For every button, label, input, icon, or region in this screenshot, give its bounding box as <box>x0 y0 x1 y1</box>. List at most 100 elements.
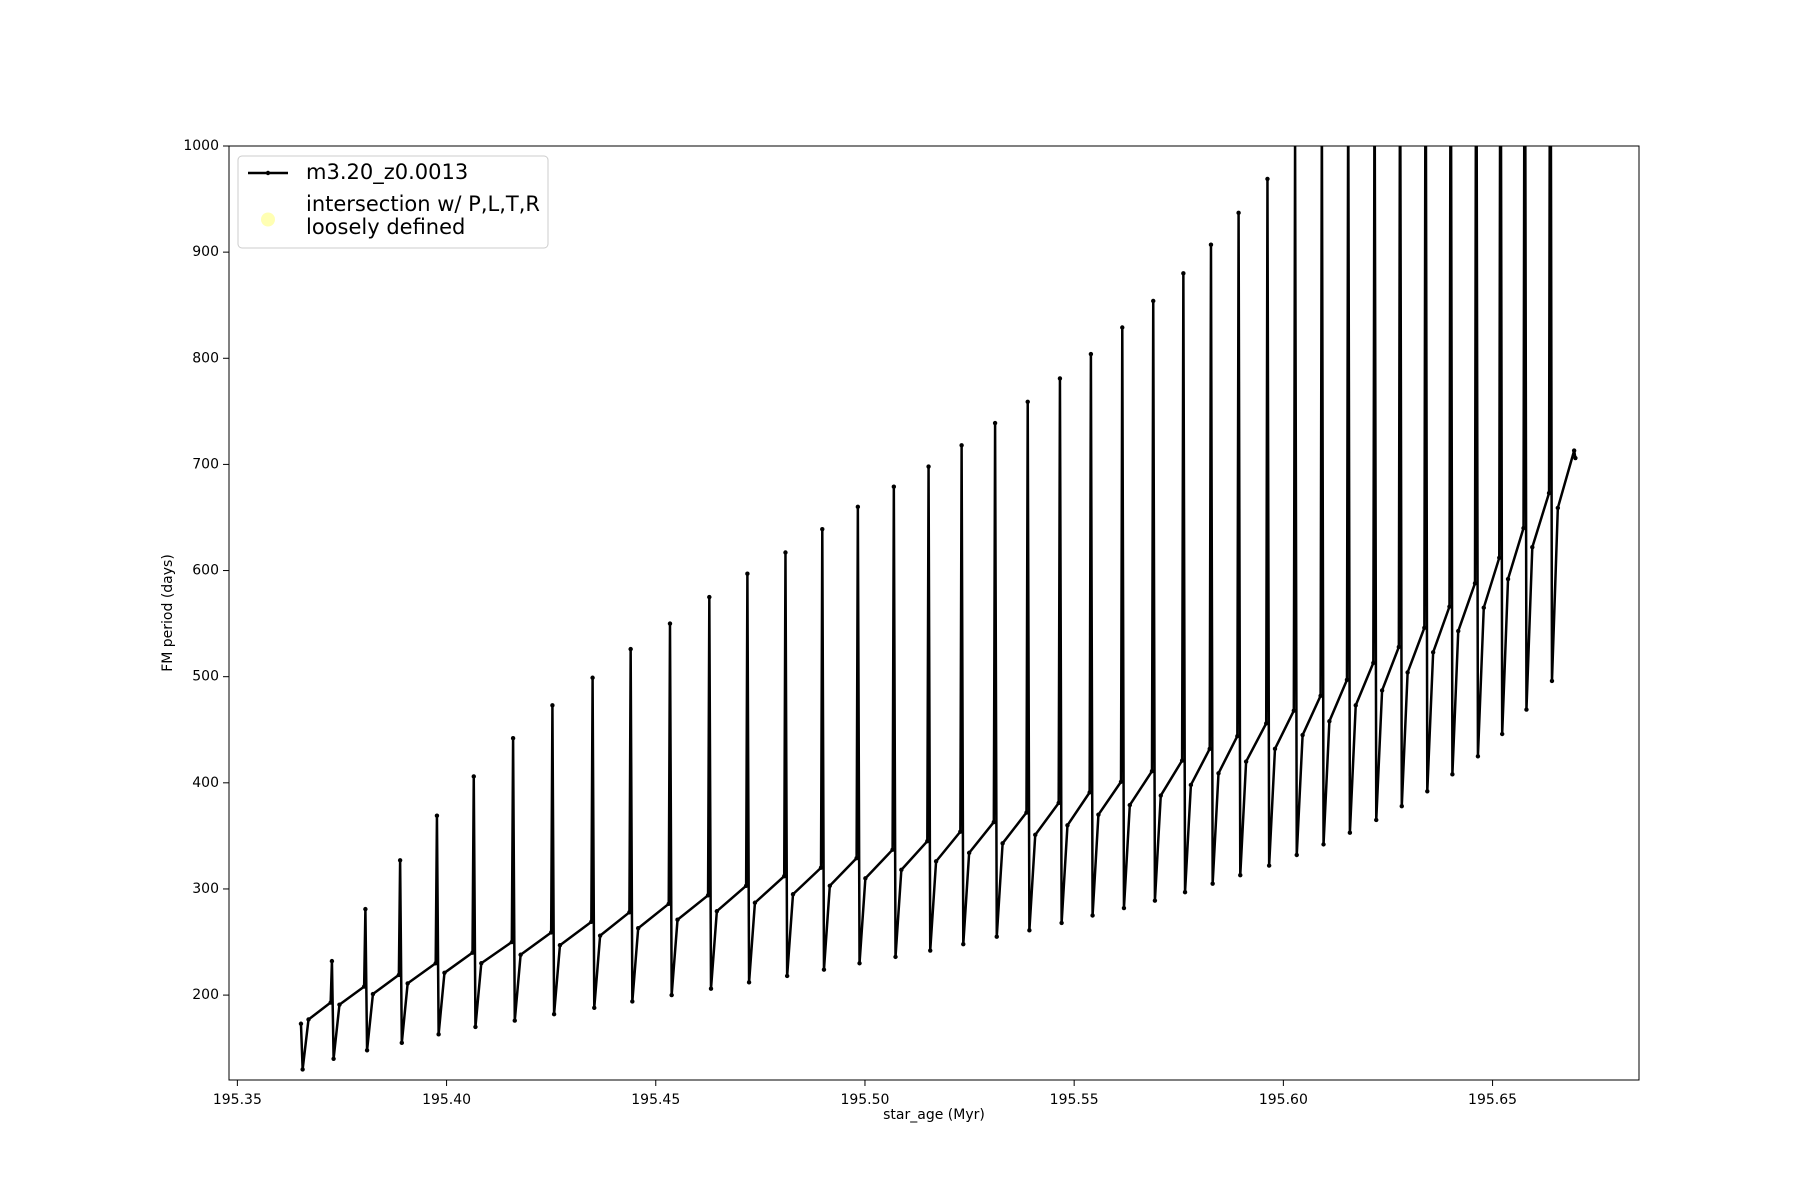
x-tick-label: 195.35 <box>213 1092 262 1108</box>
x-tick-label: 195.55 <box>1050 1092 1099 1108</box>
data-point <box>328 1000 333 1005</box>
data-point <box>510 736 516 741</box>
data-point <box>925 838 930 844</box>
data-point <box>1353 703 1358 708</box>
data-point <box>306 1017 311 1022</box>
data-point <box>752 900 758 905</box>
data-point <box>926 464 931 469</box>
x-tick-label: 195.45 <box>631 1092 680 1108</box>
data-point <box>1025 399 1030 404</box>
data-point <box>1318 693 1323 698</box>
data-point <box>434 813 440 818</box>
y-tick-label: 700 <box>192 456 219 472</box>
data-point <box>1266 863 1272 868</box>
data-point <box>361 984 367 989</box>
data-point <box>1425 789 1430 794</box>
data-point <box>1179 758 1185 763</box>
data-point <box>1033 832 1038 838</box>
data-point <box>363 906 368 912</box>
data-point <box>1499 731 1505 737</box>
data-point <box>1264 721 1269 726</box>
data-point <box>1059 920 1064 926</box>
data-point <box>818 865 824 870</box>
y-tick-label: 800 <box>192 350 219 366</box>
data-point <box>396 972 402 978</box>
data-point <box>442 970 447 976</box>
data-point <box>590 675 595 680</box>
data-point <box>784 973 790 979</box>
data-point <box>669 992 674 998</box>
legend-marker <box>265 170 271 176</box>
data-point <box>1300 732 1305 738</box>
data-point <box>1555 505 1561 511</box>
data-point <box>994 934 999 939</box>
data-point <box>479 961 484 966</box>
data-point <box>743 883 749 888</box>
data-point <box>329 958 335 964</box>
data-point <box>1152 898 1158 903</box>
data-point <box>397 858 403 863</box>
data-point <box>548 930 554 935</box>
data-point <box>628 646 633 652</box>
data-point <box>708 986 714 991</box>
data-point <box>1210 881 1215 886</box>
data-point <box>714 909 720 914</box>
data-point <box>891 484 897 489</box>
data-point <box>1024 810 1029 815</box>
legend-label: m3.20_z0.0013 <box>306 160 468 185</box>
data-point <box>1399 803 1404 809</box>
data-point <box>1291 708 1297 713</box>
data-point <box>855 504 861 510</box>
data-point <box>959 443 964 448</box>
data-point <box>933 859 939 864</box>
data-point <box>1549 678 1555 684</box>
data-point <box>627 910 632 915</box>
data-point <box>1371 660 1376 666</box>
data-point <box>707 594 712 600</box>
data-point <box>1000 841 1005 846</box>
y-tick-label: 1000 <box>183 138 219 154</box>
data-point <box>1087 790 1092 795</box>
data-point <box>1379 688 1385 693</box>
data-point <box>1057 376 1063 381</box>
data-point <box>1182 889 1188 895</box>
data-point <box>1475 754 1481 759</box>
data-point <box>1149 768 1155 774</box>
data-point <box>1505 576 1511 582</box>
axes-frame <box>228 145 1640 1081</box>
data-point <box>1530 544 1535 550</box>
x-tick-label: 195.40 <box>422 1092 471 1108</box>
data-point <box>1056 800 1061 806</box>
data-point <box>509 939 515 945</box>
data-point <box>745 571 750 576</box>
data-point <box>1521 525 1526 531</box>
data-point <box>899 867 904 873</box>
data-point <box>1272 746 1278 752</box>
data-point <box>1497 555 1502 561</box>
data-point <box>471 774 476 779</box>
data-point <box>635 926 641 931</box>
data-point <box>854 855 859 861</box>
data-point <box>1347 830 1353 835</box>
data-point <box>1127 802 1133 808</box>
data-point <box>1235 733 1240 739</box>
data-point <box>1422 625 1427 631</box>
data-point <box>820 526 825 532</box>
y-tick-label: 500 <box>192 669 219 685</box>
data-point <box>597 933 603 938</box>
data-point <box>863 876 868 881</box>
data-point <box>675 917 680 922</box>
y-axis-label: FM period (days) <box>160 554 176 672</box>
x-tick-label: 195.60 <box>1259 1092 1308 1108</box>
data-point <box>1151 298 1156 304</box>
y-tick-label: 600 <box>192 563 219 579</box>
data-point <box>1121 905 1127 911</box>
data-point <box>436 1032 441 1037</box>
data-point <box>992 420 998 426</box>
data-point <box>557 943 563 948</box>
data-point <box>551 1011 557 1017</box>
y-tick-label: 300 <box>192 881 219 897</box>
data-point <box>1396 644 1402 650</box>
data-point <box>1090 913 1095 918</box>
